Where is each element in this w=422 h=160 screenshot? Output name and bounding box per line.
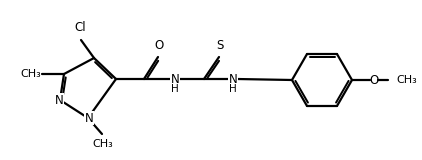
- Text: S: S: [216, 39, 224, 52]
- Text: CH₃: CH₃: [20, 69, 41, 79]
- Text: N: N: [170, 72, 179, 85]
- Text: CH₃: CH₃: [92, 139, 114, 149]
- Text: N: N: [54, 93, 63, 107]
- Text: Cl: Cl: [74, 21, 86, 34]
- Text: N: N: [229, 72, 238, 85]
- Text: H: H: [229, 84, 237, 94]
- Text: O: O: [154, 39, 164, 52]
- Text: O: O: [369, 73, 379, 87]
- Text: CH₃: CH₃: [396, 75, 417, 85]
- Text: H: H: [171, 84, 179, 94]
- Text: N: N: [85, 112, 93, 124]
